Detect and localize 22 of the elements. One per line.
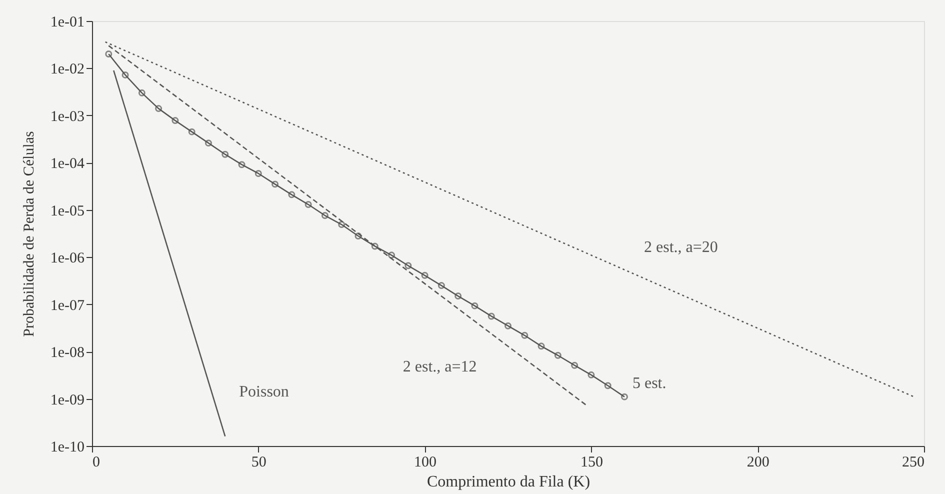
y-axis-title: Probabilidade de Perda de Células — [21, 130, 38, 337]
x-tick-label: 100 — [414, 454, 437, 470]
y-tick-label: 1e-07 — [50, 298, 85, 314]
y-tick-label: 1e-01 — [50, 14, 84, 30]
series-label: 2 est., a=20 — [644, 238, 718, 256]
series-label: 2 est., a=12 — [402, 358, 477, 376]
series-label: 5 est. — [632, 374, 666, 392]
x-tick-label: 200 — [746, 454, 770, 470]
y-tick-label: 1e-08 — [50, 345, 84, 362]
x-tick-label: 50 — [251, 454, 266, 470]
x-tick-label: 250 — [902, 454, 924, 470]
x-axis-title: Comprimento da Fila (K) — [426, 474, 590, 490]
y-tick-label: 1e-05 — [50, 203, 84, 220]
y-tick-label: 1e-06 — [50, 250, 85, 267]
series-label: Poisson — [239, 383, 289, 400]
y-tick-label: 1e-10 — [50, 440, 84, 456]
y-tick-label: 1e-02 — [50, 62, 84, 78]
x-tick-label: 150 — [580, 454, 603, 470]
y-tick-label: 1e-04 — [50, 156, 85, 172]
y-tick-label: 1e-03 — [50, 108, 84, 125]
y-tick-label: 1e-09 — [50, 392, 84, 408]
x-tick-label: 0 — [92, 454, 100, 470]
